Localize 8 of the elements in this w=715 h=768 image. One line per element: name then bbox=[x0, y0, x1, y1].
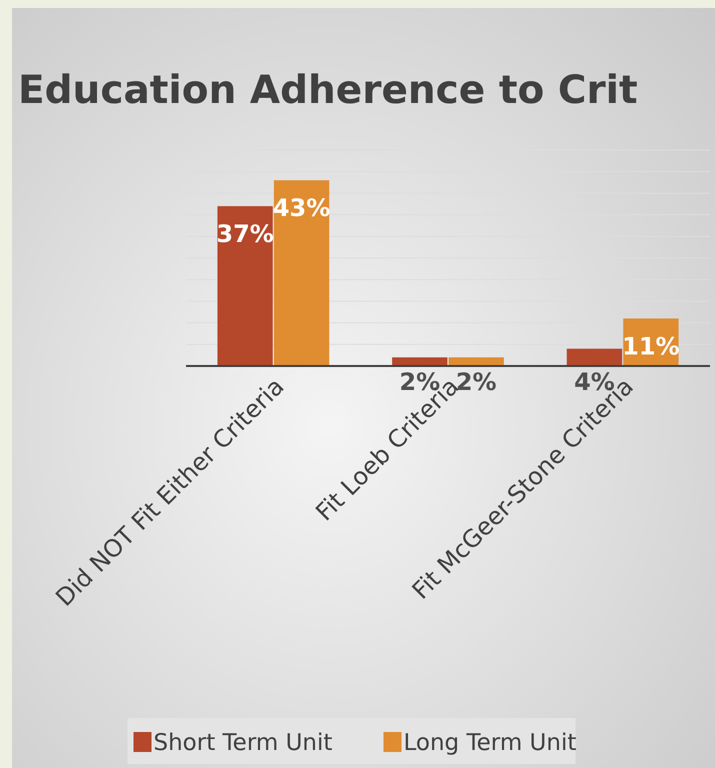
chart-title: Education Adherence to Crit bbox=[18, 68, 638, 113]
data-label: 37% bbox=[216, 220, 274, 248]
bar bbox=[274, 180, 330, 366]
legend-label: Long Term Unit bbox=[404, 730, 576, 756]
legend-label: Short Term Unit bbox=[154, 730, 332, 756]
bar bbox=[566, 348, 622, 366]
bar bbox=[217, 206, 273, 366]
data-label: 43% bbox=[272, 194, 330, 222]
